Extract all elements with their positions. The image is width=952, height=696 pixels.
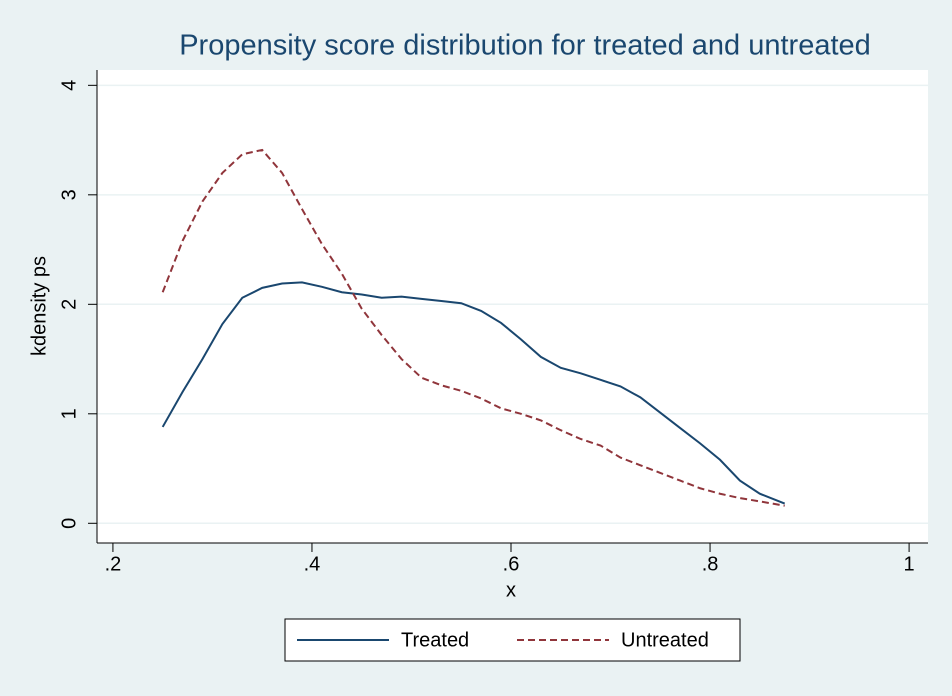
y-tick-label: 0	[58, 518, 80, 529]
y-tick-label: 3	[58, 189, 80, 200]
x-tick-label: .8	[702, 553, 719, 575]
chart-title: Propensity score distribution for treate…	[179, 30, 871, 62]
plot-area	[97, 70, 928, 543]
y-axis-title: kdensity ps	[28, 256, 50, 356]
legend-label: Treated	[401, 629, 469, 651]
x-tick-label: .4	[304, 553, 321, 575]
x-tick-label: 1	[904, 553, 915, 575]
series-line	[161, 281, 786, 505]
legend-label: Untreated	[621, 629, 709, 651]
x-axis-title: x	[506, 579, 516, 601]
x-tick-label: .2	[105, 553, 122, 575]
y-tick-label: 2	[58, 299, 80, 310]
y-tick-label: 4	[58, 80, 80, 91]
y-tick-label: 1	[58, 408, 80, 419]
x-tick-label: .6	[503, 553, 520, 575]
